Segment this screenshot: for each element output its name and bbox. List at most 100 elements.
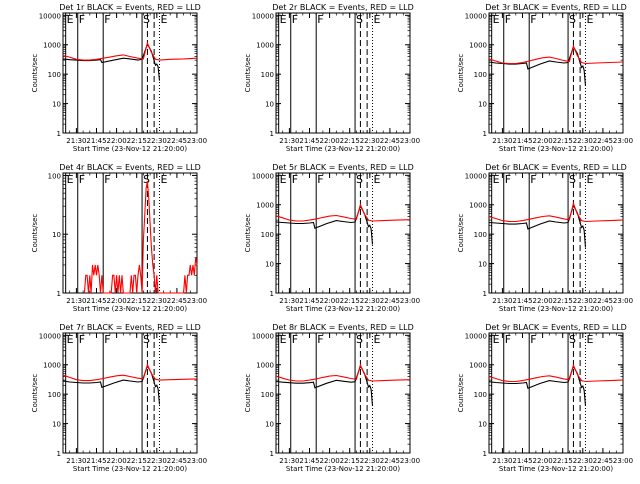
- x-tick-label: 22:45: [593, 137, 613, 145]
- lld-series-line: [62, 41, 198, 61]
- plot-frame: [488, 12, 624, 134]
- y-tick-label: 10000: [39, 12, 61, 20]
- x-tick-label: 21:30: [66, 137, 86, 145]
- y-tick-label: 10: [265, 261, 274, 269]
- x-axis-label: Start Time (23-Nov-12 21:20:00): [73, 145, 187, 153]
- event-marker-label: F: [530, 173, 536, 186]
- x-tick-label: 21:45: [86, 457, 106, 465]
- x-tick-label: 23:00: [400, 457, 420, 465]
- x-axis-label: Start Time (23-Nov-12 21:20:00): [286, 145, 400, 153]
- x-axis-label: Start Time (23-Nov-12 21:20:00): [286, 305, 400, 313]
- x-tick-label: 21:30: [66, 297, 86, 305]
- panel-title: Det 5r BLACK = Events, RED = LLD: [272, 163, 414, 172]
- x-tick-label: 22:15: [340, 457, 360, 465]
- x-tick-label: 22:00: [320, 457, 340, 465]
- x-tick-label: 21:45: [512, 297, 532, 305]
- y-tick-label: 1: [57, 290, 61, 298]
- x-tick-label: 21:30: [492, 297, 512, 305]
- x-tick-label: 22:45: [593, 457, 613, 465]
- x-axis-label: Start Time (23-Nov-12 21:20:00): [73, 465, 187, 473]
- x-tick-label: 22:00: [320, 137, 340, 145]
- event-marker-label: S: [143, 333, 150, 346]
- x-tick-label: 23:00: [400, 137, 420, 145]
- x-tick-label: 21:30: [492, 137, 512, 145]
- y-axis-label: Counts/sec: [244, 374, 252, 413]
- event-marker-label: F: [79, 333, 85, 346]
- lld-series-line: [83, 181, 198, 294]
- x-tick-label: 22:30: [147, 137, 167, 145]
- event-marker-label: E: [586, 333, 593, 346]
- x-tick-label: 22:30: [360, 457, 380, 465]
- event-marker-label: F: [317, 333, 323, 346]
- x-tick-label: 22:45: [380, 137, 400, 145]
- y-tick-label: 10: [265, 101, 274, 109]
- y-tick-label: 1000: [43, 362, 61, 370]
- event-marker-label: E: [586, 13, 593, 26]
- x-tick-label: 22:00: [107, 457, 127, 465]
- x-tick-label: 22:00: [533, 457, 553, 465]
- x-tick-label: 22:00: [107, 297, 127, 305]
- y-axis-label: Counts/sec: [457, 374, 465, 413]
- x-tick-label: 22:00: [533, 137, 553, 145]
- event-marker-label: E: [160, 13, 167, 26]
- event-marker-label: E: [373, 333, 380, 346]
- y-tick-label: 100: [474, 71, 487, 79]
- y-tick-label: 10000: [465, 332, 487, 340]
- event-marker-label: S: [143, 173, 150, 186]
- panel-title: Det 3r BLACK = Events, RED = LLD: [485, 3, 627, 12]
- lld-series-line: [62, 363, 198, 382]
- x-tick-label: 22:30: [573, 457, 593, 465]
- y-tick-label: 1: [270, 290, 274, 298]
- y-tick-label: 10: [478, 421, 487, 429]
- y-tick-label: 100: [261, 71, 274, 79]
- event-marker-label: E: [280, 13, 287, 26]
- event-marker-label: E: [493, 13, 500, 26]
- events-series-line: [275, 204, 374, 245]
- y-tick-label: 10000: [252, 12, 274, 20]
- y-tick-label: 10000: [39, 332, 61, 340]
- x-axis-label: Start Time (23-Nov-12 21:20:00): [499, 465, 613, 473]
- event-marker-label: E: [280, 173, 287, 186]
- event-marker-label: S: [569, 333, 576, 346]
- x-tick-label: 22:15: [553, 137, 573, 145]
- x-axis-label: Start Time (23-Nov-12 21:20:00): [499, 145, 613, 153]
- plot-frame: [62, 172, 198, 294]
- x-tick-label: 21:45: [299, 137, 319, 145]
- y-axis-label: Counts/sec: [244, 214, 252, 253]
- y-tick-label: 100: [261, 391, 274, 399]
- y-tick-label: 1000: [256, 362, 274, 370]
- y-axis-label: Counts/sec: [31, 214, 39, 253]
- x-tick-label: 22:15: [340, 137, 360, 145]
- y-tick-label: 100: [48, 71, 61, 79]
- events-series-line: [275, 364, 374, 406]
- event-marker-label: F: [79, 13, 85, 26]
- lld-series-line: [275, 203, 411, 222]
- event-marker-label: E: [373, 13, 380, 26]
- x-tick-label: 22:00: [107, 137, 127, 145]
- event-marker-label: S: [143, 13, 150, 26]
- x-tick-label: 21:30: [279, 137, 299, 145]
- events-series-line: [62, 364, 161, 405]
- x-tick-label: 22:30: [573, 297, 593, 305]
- y-tick-label: 10000: [465, 12, 487, 20]
- panel-title: Det 9r BLACK = Events, RED = LLD: [485, 323, 627, 332]
- x-tick-label: 21:45: [512, 137, 532, 145]
- plot-frame: [275, 12, 411, 134]
- y-tick-label: 100: [261, 231, 274, 239]
- y-tick-label: 1000: [256, 42, 274, 50]
- y-tick-label: 1: [57, 450, 61, 458]
- x-tick-label: 22:30: [573, 137, 593, 145]
- x-tick-label: 21:30: [279, 297, 299, 305]
- x-axis-label: Start Time (23-Nov-12 21:20:00): [499, 305, 613, 313]
- y-tick-label: 10: [52, 421, 61, 429]
- event-marker-label: S: [569, 173, 576, 186]
- y-tick-label: 1: [483, 130, 487, 138]
- x-tick-label: 22:15: [127, 137, 147, 145]
- y-tick-label: 1000: [256, 202, 274, 210]
- lld-series-line: [275, 363, 411, 382]
- panel-title: Det 7r BLACK = Events, RED = LLD: [59, 323, 201, 332]
- x-tick-label: 22:15: [553, 457, 573, 465]
- x-tick-label: 21:45: [512, 457, 532, 465]
- event-marker-label: E: [586, 173, 593, 186]
